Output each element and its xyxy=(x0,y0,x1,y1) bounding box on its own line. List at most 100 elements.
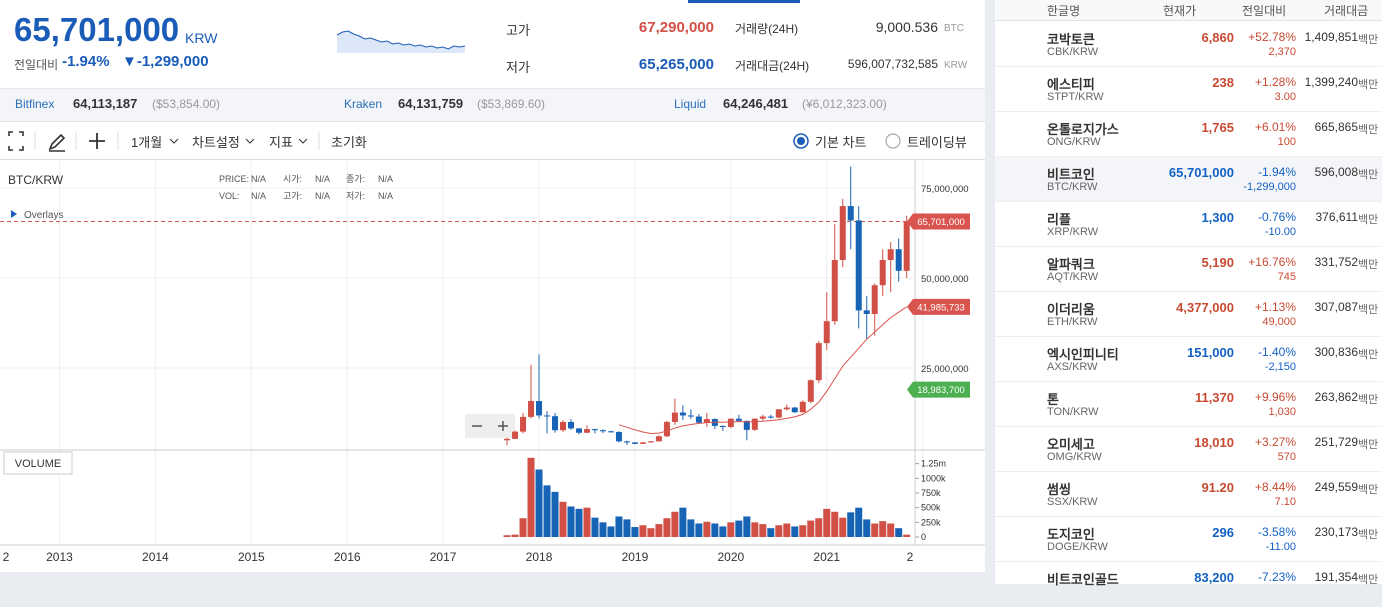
basic-chart-option[interactable]: 기본 차트 xyxy=(815,135,867,150)
coin-name[interactable]: 코박토큰 xyxy=(1047,32,1095,47)
y-tick-label: 50,000,000 xyxy=(921,274,969,285)
coin-change-pct: +1.13% xyxy=(1254,300,1296,314)
coin-name[interactable]: 썸씽 xyxy=(1047,482,1071,497)
coin-name[interactable]: 엑시인피니티 xyxy=(1047,347,1119,362)
market-row[interactable] xyxy=(995,247,1382,292)
exchange-price: 64,246,481 xyxy=(723,96,789,111)
column-header[interactable]: 전일대비 xyxy=(1242,4,1287,18)
coin-change-pct: +1.28% xyxy=(1254,75,1296,89)
coin-volume: 251,729 xyxy=(1314,435,1358,449)
candle-body xyxy=(863,310,870,314)
market-row[interactable] xyxy=(995,337,1382,382)
info-label: VOL: xyxy=(219,191,240,201)
volume-unit: 백만 xyxy=(1358,394,1379,406)
market-row[interactable] xyxy=(995,427,1382,472)
volume-bar xyxy=(687,519,695,537)
volume-tick-label: 750k xyxy=(921,488,941,498)
high-price: 67,290,000 xyxy=(638,19,714,36)
overlays-arrow[interactable] xyxy=(11,210,17,218)
market-row[interactable] xyxy=(995,22,1382,67)
overlays-label[interactable]: Overlays xyxy=(24,210,63,221)
change-label: 전일대비 xyxy=(14,58,59,72)
zoom-in[interactable] xyxy=(498,421,508,431)
radio-on[interactable] xyxy=(793,133,809,149)
volume-unit: 백만 xyxy=(1358,34,1379,46)
indicators-menu[interactable]: 지표 xyxy=(269,135,293,150)
coin-name[interactable]: 비트코인 xyxy=(1047,167,1095,182)
volume-bar xyxy=(871,523,879,537)
coin-name[interactable]: 알파쿼크 xyxy=(1047,257,1095,272)
volume-unit: 백만 xyxy=(1358,304,1379,316)
x-tick-label: 2018 xyxy=(526,550,553,564)
volume-bar xyxy=(799,525,807,537)
coin-code: AQT/KRW xyxy=(1047,271,1099,283)
candle-body xyxy=(799,401,806,413)
candle-body xyxy=(719,425,726,427)
coin-volume: 1,399,240 xyxy=(1304,75,1358,89)
exchange-name: Liquid xyxy=(674,97,707,111)
candle-body xyxy=(647,441,654,443)
volume-box xyxy=(3,451,73,475)
radio-off[interactable] xyxy=(885,133,901,149)
sparkline-area xyxy=(337,31,465,53)
period-menu[interactable]: 1개월 xyxy=(131,135,163,150)
volume-bar xyxy=(575,508,583,537)
info-label: 저가: xyxy=(346,191,365,201)
value-24h: 596,007,732,585 xyxy=(847,57,938,71)
volume-bar xyxy=(719,526,727,537)
coin-code: CBK/KRW xyxy=(1047,46,1099,58)
coin-change-pct: -7.23% xyxy=(1257,570,1296,584)
price-marker-label: 18,983,700 xyxy=(917,385,965,396)
market-row[interactable] xyxy=(995,67,1382,112)
coin-name[interactable]: 리플 xyxy=(1047,212,1071,227)
coin-code: DOGE/KRW xyxy=(1047,541,1108,553)
info-label: 시가: xyxy=(283,174,302,184)
exchange-ref: ($53,854.00) xyxy=(152,97,221,111)
market-row[interactable] xyxy=(995,112,1382,157)
coin-name[interactable]: 에스티피 xyxy=(1047,77,1095,92)
coin-name[interactable]: 온톨로지가스 xyxy=(1047,122,1119,137)
market-row[interactable] xyxy=(995,292,1382,337)
candle-body xyxy=(512,431,519,439)
exchange-name: Bitfinex xyxy=(15,97,55,111)
volume-bar xyxy=(607,526,615,537)
volume-bar xyxy=(519,518,527,537)
info-value: N/A xyxy=(251,174,266,184)
coin-change-amt: 570 xyxy=(1277,451,1296,463)
volume-bar xyxy=(703,521,711,537)
candle-body xyxy=(679,412,686,416)
candle-body xyxy=(759,416,766,419)
coin-name[interactable]: 비트코인골드 xyxy=(1047,572,1119,587)
market-row[interactable] xyxy=(995,472,1382,517)
column-header[interactable]: 한글명 xyxy=(1047,4,1081,18)
y-tick-label: 25,000,000 xyxy=(921,364,969,375)
candle-body xyxy=(727,418,734,427)
fullscreen-icon[interactable] xyxy=(8,131,24,151)
coin-name[interactable]: 톤 xyxy=(1047,392,1059,407)
coin-price: 1,765 xyxy=(1201,120,1234,135)
settings-menu[interactable]: 차트설정 xyxy=(192,135,240,150)
volume-bar xyxy=(735,520,743,537)
tradingview-option[interactable]: 트레이딩뷰 xyxy=(907,135,967,150)
market-row[interactable] xyxy=(995,382,1382,427)
high-label: 고가 xyxy=(506,23,530,38)
volume-unit: 백만 xyxy=(1358,349,1379,361)
coin-name[interactable]: 이더리움 xyxy=(1047,302,1095,317)
crosshair-icon[interactable] xyxy=(89,133,105,149)
volume-bar xyxy=(759,524,767,537)
reset-button[interactable]: 초기화 xyxy=(331,135,367,150)
market-row[interactable] xyxy=(995,517,1382,562)
market-row[interactable] xyxy=(995,157,1382,202)
volume-bar xyxy=(583,507,591,537)
coin-price: 4,377,000 xyxy=(1176,300,1234,315)
column-header[interactable]: 현재가 xyxy=(1163,4,1197,18)
info-label: 고가: xyxy=(283,191,302,201)
candle-body xyxy=(823,321,830,344)
exchange-ref: ($53,869.60) xyxy=(477,97,546,111)
draw-icon[interactable] xyxy=(48,133,66,152)
coin-name[interactable]: 오미세고 xyxy=(1047,437,1095,452)
market-row[interactable] xyxy=(995,202,1382,247)
coin-price: 11,370 xyxy=(1194,390,1234,405)
coin-name[interactable]: 도지코인 xyxy=(1047,527,1095,542)
column-header[interactable]: 거래대금 xyxy=(1324,4,1369,18)
